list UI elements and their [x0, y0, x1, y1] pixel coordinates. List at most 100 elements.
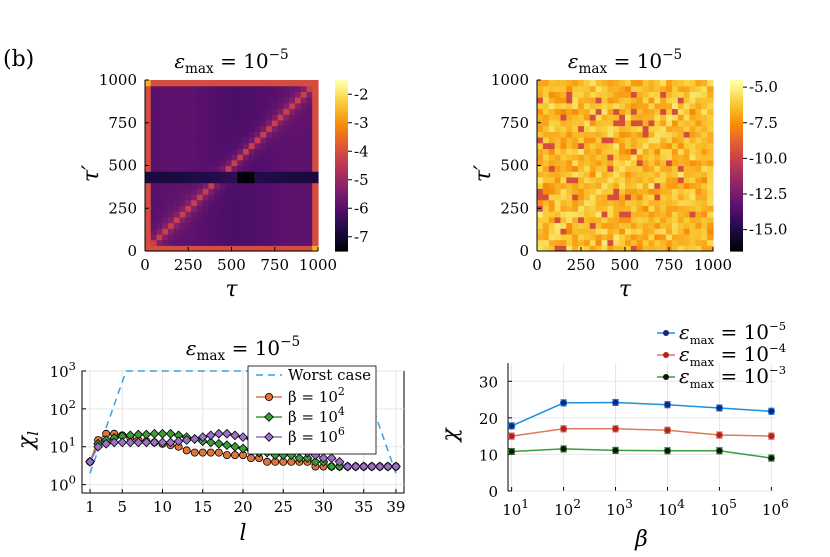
x-tick-label: 35	[354, 498, 373, 516]
heatmap-cell	[548, 171, 556, 178]
heatmap-cell	[248, 80, 256, 87]
heatmap-cell	[312, 245, 319, 252]
heatmap-cell	[289, 154, 296, 161]
heatmap-cell	[306, 176, 313, 184]
heatmap-cell	[266, 205, 273, 212]
heatmap-cell	[707, 222, 714, 229]
heatmap-cell	[248, 176, 256, 184]
heatmap-cell	[607, 228, 614, 235]
heatmap-cell	[666, 205, 673, 212]
heatmap-cell	[636, 216, 644, 224]
heatmap-cell	[150, 239, 158, 246]
heatmap-cell	[636, 148, 644, 155]
heatmap-cell	[173, 91, 181, 98]
heatmap-cell	[572, 119, 579, 127]
heatmap-cell	[689, 97, 696, 104]
heatmap-cell	[185, 228, 192, 235]
heatmap-cell	[683, 188, 691, 195]
heatmap-cell	[619, 228, 626, 235]
heatmap-cell	[660, 171, 667, 178]
heatmap-cell	[150, 148, 158, 155]
heatmap-cell	[683, 148, 691, 155]
heatmap-cell	[701, 176, 708, 184]
heatmap-cell	[214, 165, 221, 172]
heatmap-cell	[168, 159, 175, 167]
heatmap-cell	[648, 154, 655, 161]
heatmap-cell	[625, 102, 632, 110]
heatmap-cell	[707, 233, 714, 241]
heatmap-cell	[636, 97, 644, 104]
heatmap-cell	[185, 222, 192, 229]
heatmap-cell	[277, 159, 284, 167]
heatmap-cell	[583, 245, 591, 252]
heatmap-cell	[572, 216, 579, 224]
heatmap-cell	[583, 222, 591, 229]
heatmap-cell	[312, 188, 319, 195]
heatmap-cell	[642, 108, 650, 115]
colorbar-step	[335, 211, 348, 215]
heatmap-cell	[271, 222, 279, 229]
heatmap-cell	[214, 125, 221, 132]
x-tick-label: 102	[554, 497, 581, 519]
heatmap-cell	[625, 176, 632, 184]
heatmap-cell	[636, 222, 644, 229]
heatmap-cell	[300, 194, 308, 201]
heatmap-cell	[537, 188, 544, 195]
heatmap-cell	[306, 114, 313, 121]
heatmap-cell	[196, 205, 204, 212]
heatmap-cell	[677, 194, 685, 201]
data-point	[213, 428, 224, 439]
colorbar-step	[335, 91, 348, 95]
heatmap-cell	[601, 85, 608, 92]
heatmap-cell	[648, 91, 655, 98]
text-part: 6	[781, 497, 789, 511]
heatmap-cell	[237, 239, 244, 246]
heatmap-cell	[554, 222, 562, 229]
heatmap-cell	[271, 108, 279, 115]
heatmap-cell	[219, 182, 227, 189]
heatmap-cell	[666, 102, 673, 110]
heatmap-cell	[202, 176, 210, 184]
heatmap-cell	[225, 142, 233, 149]
heatmap-cell	[196, 142, 204, 149]
heatmap-cell	[214, 211, 221, 218]
heatmap-cell	[289, 222, 296, 229]
text-part: 2	[573, 497, 581, 511]
heatmap-cell	[150, 114, 158, 121]
heatmap-cell	[191, 199, 198, 206]
heatmap-cell	[225, 131, 233, 138]
text-part: max	[690, 333, 715, 347]
heatmap-cell	[683, 137, 691, 144]
heatmap-cell	[578, 165, 585, 172]
heatmap-cell	[191, 176, 198, 184]
heatmap-cell	[572, 91, 579, 98]
heatmap-cell	[542, 216, 550, 224]
heatmap-cell	[707, 125, 714, 132]
heatmap-cell	[619, 171, 626, 178]
heatmap-cell	[277, 137, 284, 144]
heatmap-cell	[707, 176, 714, 184]
heatmap-cell	[202, 194, 210, 201]
text-part: ε	[679, 320, 690, 344]
heatmap-cell	[214, 176, 221, 184]
heatmap-cell	[707, 137, 714, 144]
heatmap-cell	[248, 108, 256, 115]
heatmap-cell	[196, 228, 204, 235]
heatmap-cell	[208, 182, 215, 189]
heatmap-cell	[583, 148, 591, 155]
heatmap-cell	[630, 194, 638, 201]
heatmap-cell	[566, 154, 573, 161]
heatmap-cell	[677, 222, 685, 229]
heatmap-cell	[566, 171, 573, 178]
heatmap-cell	[595, 142, 603, 149]
heatmap-cell	[196, 188, 204, 195]
heatmap-cell	[294, 211, 302, 218]
y-tick-label: 20	[479, 410, 498, 428]
heatmap-cell	[196, 176, 204, 184]
data-point	[190, 448, 199, 457]
heatmap-cell	[654, 194, 661, 201]
heatmap-cell	[636, 114, 644, 121]
text-part: l	[24, 431, 42, 436]
heatmap-cell	[150, 102, 158, 110]
heatmap-cell	[196, 97, 204, 104]
